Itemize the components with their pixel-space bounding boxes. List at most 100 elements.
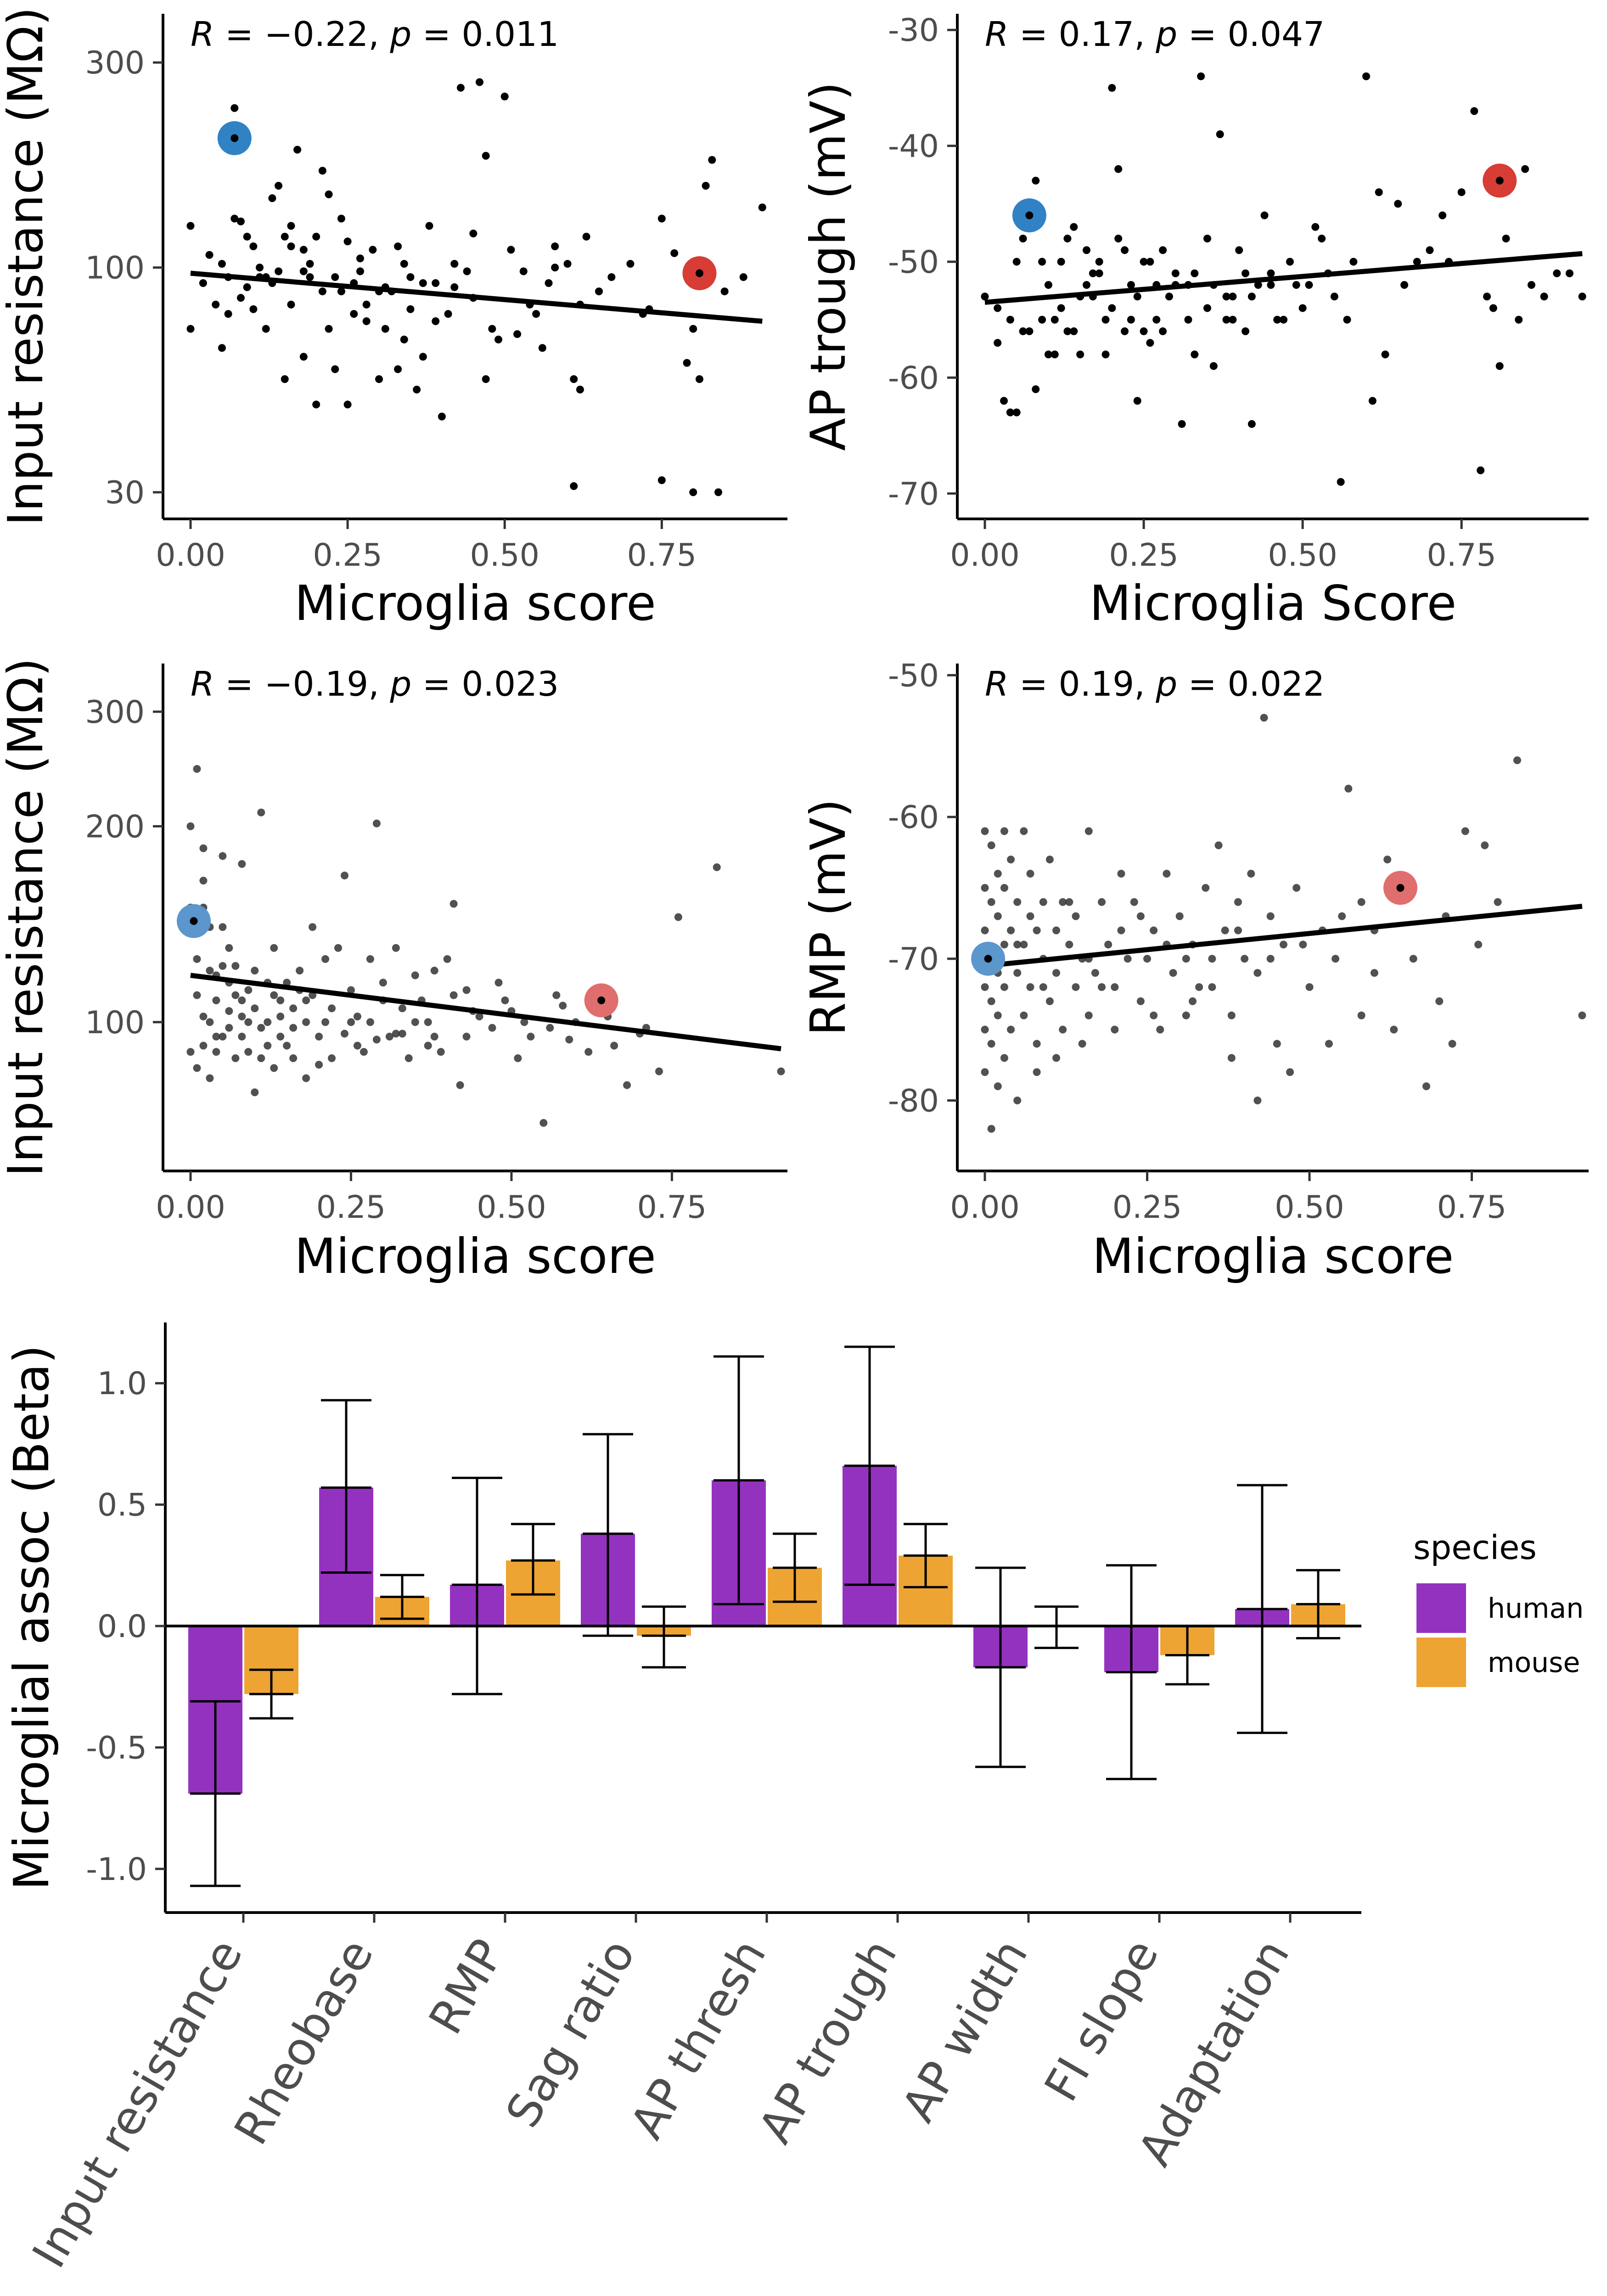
y-axis-title: Input resistance (MΩ)	[0, 658, 54, 1177]
stat-p: 0.022	[1227, 664, 1325, 704]
data-point	[545, 279, 553, 287]
data-point	[683, 359, 691, 367]
data-point	[527, 1032, 535, 1041]
data-point	[987, 1125, 995, 1133]
data-point	[432, 317, 440, 326]
data-point	[1273, 315, 1281, 324]
x-tick-label: 0.00	[950, 537, 1019, 574]
data-point	[552, 991, 561, 999]
data-point	[231, 1054, 240, 1063]
data-point	[1045, 855, 1054, 864]
data-point	[1241, 955, 1249, 963]
data-point	[582, 232, 590, 241]
data-point	[299, 353, 308, 361]
data-point	[411, 971, 419, 979]
data-point	[398, 1030, 406, 1038]
data-point	[1052, 926, 1061, 934]
data-point	[1124, 955, 1132, 963]
data-point	[1039, 898, 1047, 906]
y-tick-label: -50	[888, 244, 939, 281]
x-tick-label: 0.00	[156, 537, 225, 574]
data-point	[1344, 784, 1353, 793]
data-point	[1448, 1040, 1456, 1048]
y-axis-title: AP trough (mV)	[800, 82, 856, 451]
data-point	[328, 1004, 336, 1013]
x-tick-label: 0.00	[950, 1189, 1019, 1226]
data-point	[199, 844, 208, 852]
data-point	[494, 979, 503, 987]
data-point	[206, 1074, 214, 1082]
data-point	[289, 1054, 298, 1063]
data-point	[1227, 1011, 1236, 1019]
data-point	[1357, 898, 1365, 906]
x-tick-label: 0.75	[1427, 537, 1496, 574]
data-point	[405, 1054, 413, 1063]
data-point	[623, 1081, 631, 1089]
data-point	[1266, 912, 1275, 920]
data-point	[994, 304, 1002, 312]
data-point	[475, 1013, 483, 1021]
data-point	[1117, 926, 1125, 934]
regression-line	[190, 973, 781, 1052]
data-point	[186, 822, 195, 830]
data-point	[219, 852, 227, 860]
data-point	[1247, 420, 1256, 428]
data-point	[1222, 293, 1231, 301]
data-point	[1540, 293, 1548, 301]
data-point	[1483, 293, 1491, 301]
data-point	[1216, 130, 1224, 138]
data-point	[1072, 983, 1080, 991]
data-point	[193, 765, 201, 773]
data-point	[337, 214, 345, 223]
data-point	[994, 339, 1002, 347]
category-label: Sag ratio	[495, 1930, 646, 2137]
y-tick-label: 200	[85, 809, 145, 845]
data-point	[1318, 235, 1326, 243]
data-point	[538, 344, 546, 352]
data-point	[1130, 898, 1138, 906]
x-axis-title: Microglia Score	[1090, 575, 1456, 631]
data-point	[595, 287, 603, 296]
y-tick-label: 30	[105, 475, 145, 511]
data-point	[1227, 1054, 1236, 1062]
data-point	[394, 242, 402, 251]
data-point	[1007, 855, 1015, 864]
data-point	[343, 237, 352, 246]
data-point	[430, 967, 438, 975]
data-point	[276, 996, 285, 1004]
data-point	[1059, 898, 1067, 906]
y-tick-label: 100	[85, 250, 145, 287]
stat-separator: =	[411, 664, 461, 704]
data-point	[205, 251, 214, 259]
data-point	[1111, 1025, 1119, 1034]
data-point	[251, 1004, 259, 1013]
data-point	[309, 923, 317, 931]
data-point	[1159, 327, 1167, 335]
data-point	[353, 1013, 361, 1021]
x-tick-label: 0.00	[156, 1189, 225, 1226]
data-point	[1052, 969, 1061, 977]
data-point	[1082, 246, 1090, 254]
data-point	[372, 1035, 381, 1044]
data-point	[674, 913, 682, 921]
data-point	[1051, 315, 1059, 324]
data-point	[334, 944, 343, 952]
y-tick-label: -30	[888, 12, 939, 49]
data-point	[444, 310, 452, 318]
data-point	[419, 279, 427, 287]
y-tick-label: 300	[85, 45, 145, 81]
data-point	[1461, 827, 1469, 835]
data-point	[1070, 327, 1078, 335]
data-point	[1006, 408, 1014, 416]
data-point	[362, 317, 371, 326]
data-point	[1527, 281, 1535, 289]
data-point	[1565, 269, 1573, 277]
data-point	[657, 214, 666, 223]
x-tick-label: 0.25	[316, 1189, 386, 1226]
data-point	[500, 92, 509, 101]
data-point	[340, 872, 348, 880]
stat-separator: =	[1008, 15, 1058, 54]
data-point	[1305, 281, 1313, 289]
data-point	[1025, 327, 1034, 335]
data-point	[1362, 72, 1371, 80]
